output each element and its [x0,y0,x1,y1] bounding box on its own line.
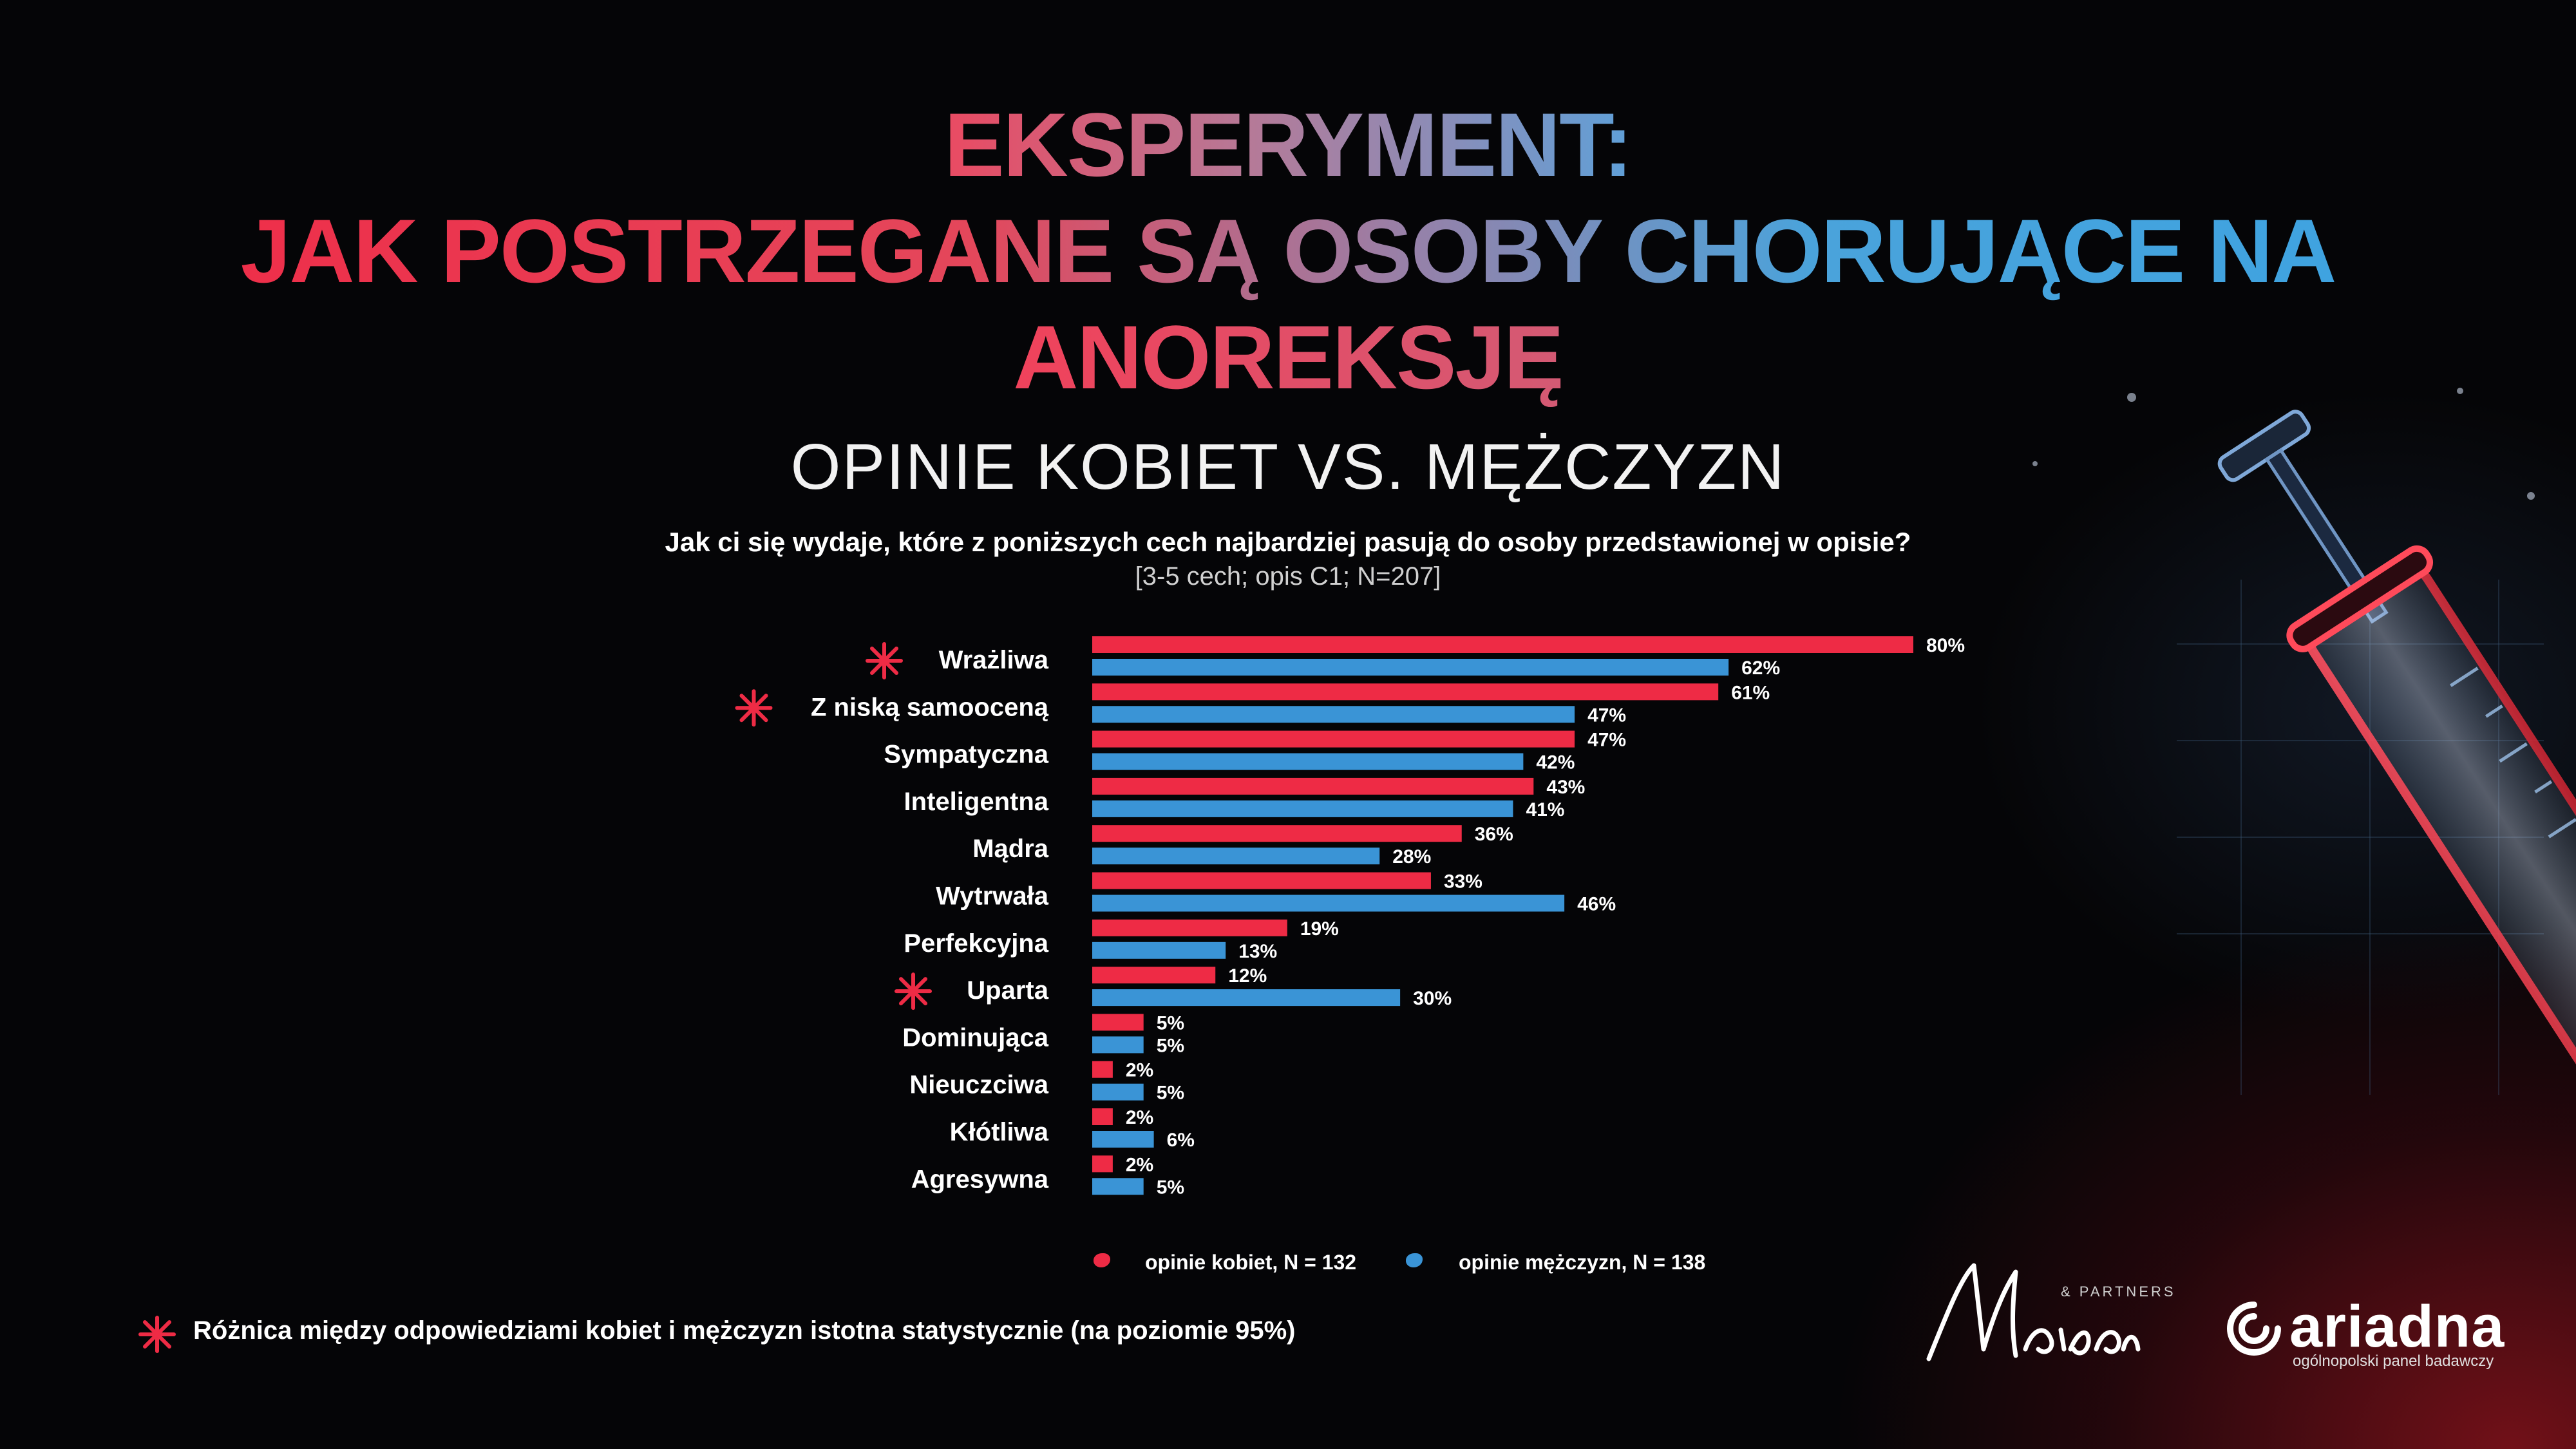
bar-men [1092,1036,1144,1054]
bar-women [1092,636,1913,653]
ariadna-logo: ariadna [2289,1294,2505,1359]
bar-men [1092,1131,1154,1148]
bar-women [1092,872,1431,889]
bar-women [1092,1014,1144,1031]
value-label: 2% [1126,1154,1153,1175]
value-label: 47% [1587,730,1626,751]
category-label: Uparta [967,976,1048,1005]
title-line-2-text: JAK POSTRZEGANE SĄ OSOBY CHORUJĄCE NA [240,200,2337,301]
bar-men [1092,800,1513,817]
bar-women [1092,825,1462,842]
value-label: 5% [1157,1083,1184,1104]
subtitle: OPINIE KOBIET VS. MĘŻCZYZN [790,431,1786,503]
value-label: 41% [1526,799,1564,820]
title-line-3: ANOREKSJĘ [0,306,2576,409]
value-label: 42% [1536,752,1575,773]
value-label: 5% [1157,1035,1184,1056]
ariadna-logo-sub: ogólnopolski panel badawczy [2293,1352,2494,1370]
legend-label-women: opinie kobiet, N = 132 [1145,1251,1357,1274]
category-label: Z niską samooceną [811,693,1049,721]
bar-men [1092,895,1565,912]
ariadna-logo-icon [2227,1302,2281,1356]
bar-women [1092,683,1719,701]
bar-men [1092,848,1380,865]
category-label: Inteligentna [904,788,1049,816]
bar-women [1092,1061,1113,1078]
category-label: Agresywna [911,1165,1049,1193]
value-label: 13% [1238,941,1277,962]
bar-women [1092,777,1534,795]
bar-women [1092,919,1287,936]
bar-men [1092,659,1729,676]
legend-label-men: opinie mężczyzn, N = 138 [1459,1251,1706,1274]
bar-women [1092,1108,1113,1125]
value-label: 2% [1126,1060,1153,1081]
value-label: 19% [1300,918,1339,940]
value-label: 80% [1926,635,1965,656]
category-label: Sympatyczna [884,741,1048,769]
significance-star-icon-7 [895,972,932,1010]
value-label: 61% [1731,682,1770,703]
category-label: Wytrwała [936,882,1049,911]
value-label: 5% [1157,1012,1184,1034]
value-label: 12% [1228,965,1267,987]
legend-swatch-women [1094,1253,1110,1267]
category-label: Mądra [972,835,1049,863]
category-label: Wrażliwa [939,646,1049,674]
survey-question: Jak ci się wydaje, które z poniższych ce… [665,527,1911,557]
title-line-1: EKSPERYMENT: [0,93,2576,196]
value-label: 30% [1413,988,1452,1009]
bar-men [1092,942,1226,959]
bar-women [1092,1155,1113,1173]
value-label: 5% [1157,1177,1184,1198]
bar-men [1092,1178,1144,1195]
value-label: 28% [1392,846,1431,867]
value-label: 36% [1475,824,1513,845]
value-label: 46% [1577,894,1616,915]
significance-star-icon [138,1316,176,1353]
category-label: Kłótliwa [950,1118,1049,1146]
bar-chart: Wrażliwa 80% 62% Z niską samooceną 61% 47% Sym… [735,635,1965,1198]
bar-women [1092,730,1575,748]
significance-star-icon-1 [735,689,773,727]
survey-note: [3-5 cech; opis C1; N=207] [1135,562,1441,591]
footnote: Różnica między odpowiedziami kobiet i mę… [193,1316,1296,1345]
category-label: Nieuczciwa [909,1071,1048,1099]
bar-men [1092,989,1401,1007]
value-label: 62% [1741,658,1780,679]
value-label: 6% [1167,1130,1195,1151]
category-label: Dominująca [902,1023,1048,1052]
value-label: 47% [1587,705,1626,726]
bar-men [1092,706,1575,723]
significance-star-icon-0 [866,642,903,679]
maison-logo-sub: & PARTNERS [2061,1283,2176,1300]
bar-men [1092,753,1524,770]
title-line-1-text: EKSPERYMENT: [944,94,1633,195]
bar-women [1092,967,1216,984]
bar-men [1092,1083,1144,1101]
legend-swatch-men [1406,1253,1423,1267]
value-label: 2% [1126,1107,1153,1128]
category-label: Perfekcyjna [904,929,1048,958]
title-line-3-text: ANOREKSJĘ [1013,307,1564,408]
value-label: 43% [1546,777,1585,798]
value-label: 33% [1444,871,1482,893]
maison-logo [1926,1263,2141,1361]
title-line-2: JAK POSTRZEGANE SĄ OSOBY CHORUJĄCE NA [0,200,2576,303]
